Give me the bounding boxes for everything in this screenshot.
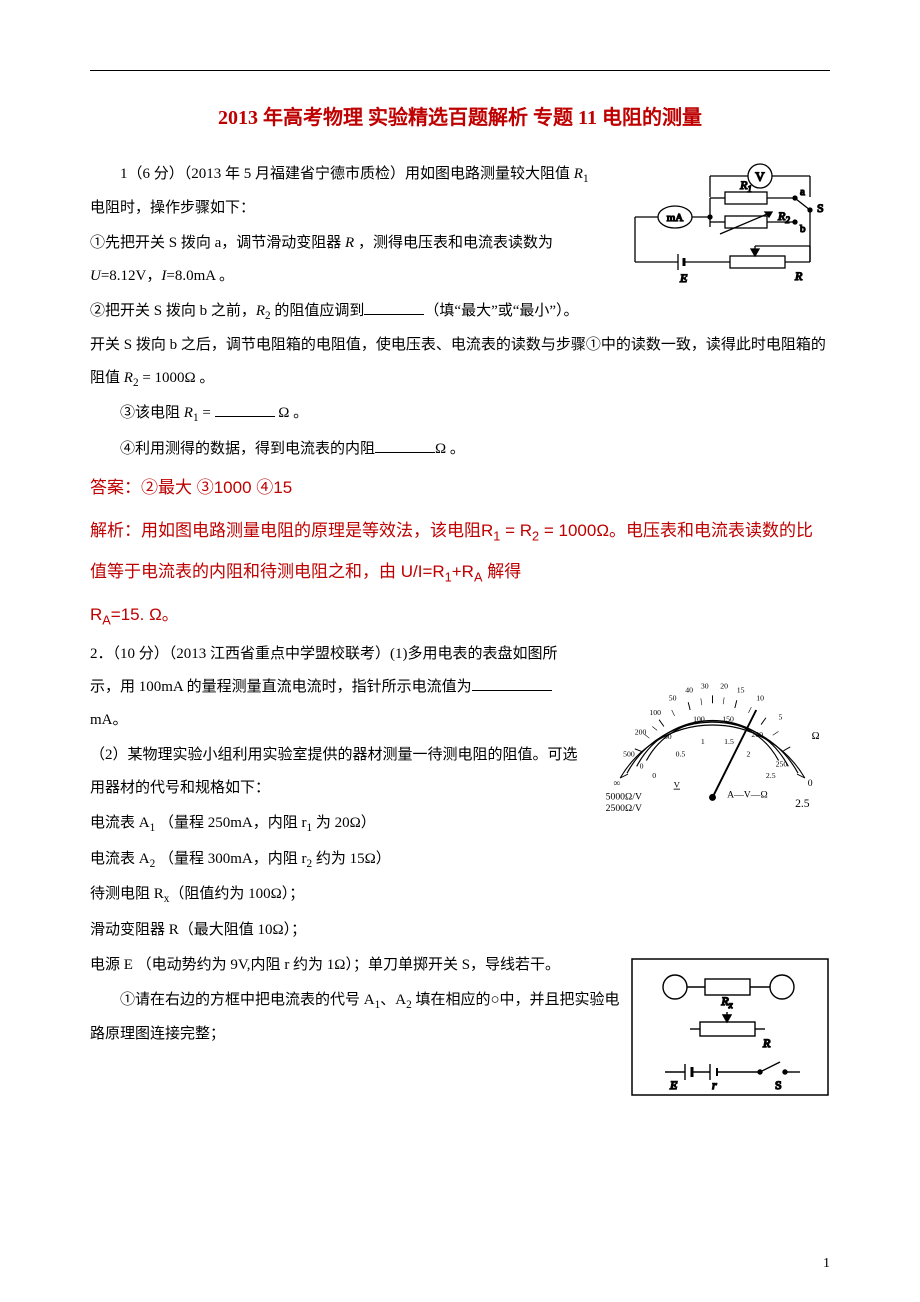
blank-2	[215, 402, 275, 417]
svg-text:R: R	[794, 269, 803, 283]
svg-text:R1: R1	[739, 178, 752, 194]
svg-text:A—V—Ω: A—V—Ω	[727, 789, 768, 800]
q2-A2: 电流表 A2 （量程 300mA，内阻 r2 约为 15Ω）	[90, 843, 830, 877]
explanation: 解析：用如图电路测量电阻的原理是等效法，该电阻R1 = R2 = 1000Ω。电…	[90, 511, 830, 593]
svg-text:0: 0	[652, 771, 656, 780]
svg-text:0: 0	[808, 778, 813, 789]
svg-text:R: R	[762, 1036, 771, 1050]
svg-text:1: 1	[701, 737, 705, 746]
q1-step2: ②把开关 S 拨向 b 之前，R2 的阻值应调到（填“最大”或“最小”）。开关 …	[90, 295, 830, 396]
circuit-diagram-2: Rx R E r S	[630, 957, 830, 1097]
svg-text:2.5: 2.5	[766, 771, 776, 780]
q2-R: 滑动变阻器 R（最大阻值 10Ω）；	[90, 914, 830, 947]
svg-text:1.5: 1.5	[724, 737, 734, 746]
multimeter-dial: ∞ 500 200 100 50 40 30 20 15 10 5 0 0 50…	[595, 642, 830, 812]
svg-text:150: 150	[722, 714, 734, 723]
svg-text:2: 2	[747, 749, 751, 758]
svg-text:20: 20	[720, 681, 728, 690]
svg-text:Rx: Rx	[720, 994, 732, 1010]
svg-text:0.5: 0.5	[676, 749, 686, 758]
svg-text:2500Ω/V: 2500Ω/V	[606, 803, 642, 812]
svg-text:200: 200	[751, 730, 763, 739]
page-title: 2013 年高考物理 实验精选百题解析 专题 11 电阻的测量	[90, 101, 830, 130]
svg-text:S: S	[817, 201, 824, 215]
svg-text:0: 0	[640, 761, 644, 770]
circuit-diagram-1: V R1 a mA R2 b S	[600, 162, 830, 292]
top-rule	[90, 70, 830, 71]
blank-3	[375, 438, 435, 453]
svg-text:r: r	[712, 1078, 717, 1092]
svg-text:Ω: Ω	[812, 730, 820, 742]
svg-text:250: 250	[776, 759, 788, 768]
svg-text:5: 5	[779, 712, 783, 721]
svg-text:b: b	[800, 223, 806, 235]
svg-text:∞: ∞	[613, 778, 620, 789]
q2-A1: 电流表 A1 （量程 250mA，内阻 r1 为 20Ω）	[90, 807, 830, 841]
svg-text:S: S	[775, 1078, 782, 1092]
svg-text:5000Ω/V: 5000Ω/V	[606, 791, 642, 802]
q1-step3: ③该电阻 R1 = Ω 。	[90, 397, 830, 431]
q1-step4: ④利用测得的数据，得到电流表的内阻Ω 。	[90, 433, 830, 466]
svg-text:50: 50	[669, 693, 677, 702]
blank-4	[472, 676, 552, 691]
svg-text:100: 100	[693, 714, 705, 723]
svg-text:2.5: 2.5	[795, 797, 810, 810]
svg-text:E: E	[669, 1078, 678, 1092]
blank-1	[364, 300, 424, 315]
svg-text:a: a	[800, 186, 805, 198]
svg-text:R2: R2	[777, 209, 790, 225]
svg-text:50: 50	[664, 732, 672, 741]
svg-text:500: 500	[623, 749, 635, 758]
svg-text:40: 40	[685, 685, 693, 694]
svg-text:200: 200	[635, 727, 647, 736]
explanation-2: RA=15. Ω。	[90, 595, 830, 636]
svg-text:10: 10	[756, 693, 764, 702]
svg-text:100: 100	[649, 708, 661, 717]
page-number: 1	[823, 1256, 830, 1272]
answer-line: 答案：②最大 ③1000 ④15	[90, 468, 830, 509]
svg-text:15: 15	[737, 685, 745, 694]
svg-text:E: E	[679, 271, 688, 285]
svg-text:V: V	[755, 169, 765, 184]
svg-text:30: 30	[701, 681, 709, 690]
q2-Rx: 待测电阻 Rx（阻值约为 100Ω）；	[90, 878, 830, 912]
svg-text:mA: mA	[667, 212, 684, 224]
svg-text:V: V	[674, 779, 681, 789]
